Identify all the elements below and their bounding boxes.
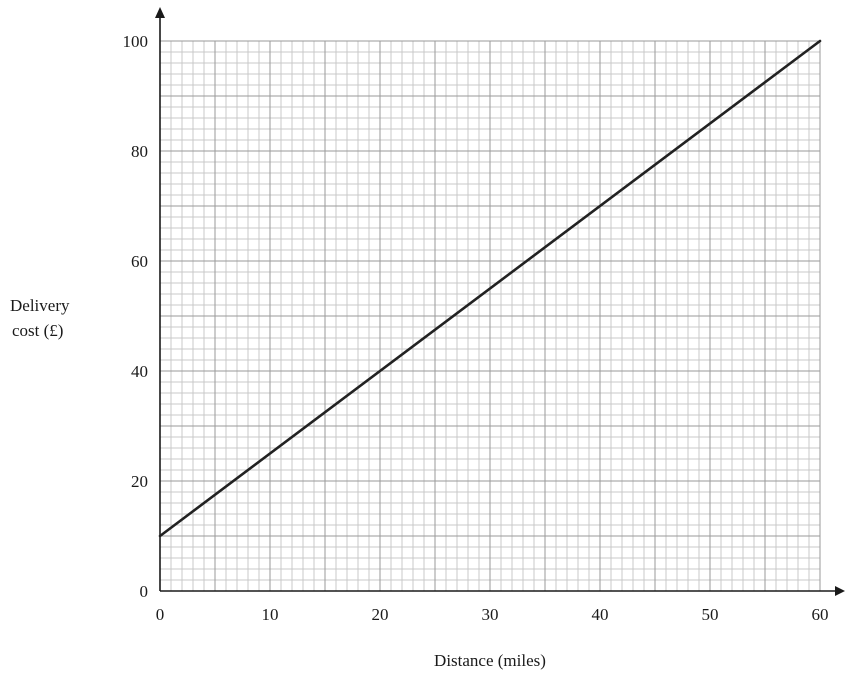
y-axis-title-line-2: cost (£) xyxy=(12,321,63,340)
y-tick-label: 20 xyxy=(131,472,148,491)
x-tick-label: 20 xyxy=(372,605,389,624)
y-axis-arrowhead xyxy=(155,7,165,18)
x-tick-label: 0 xyxy=(156,605,165,624)
y-tick-label: 60 xyxy=(131,252,148,271)
series-line-0 xyxy=(158,39,822,538)
x-tick-label: 40 xyxy=(592,605,609,624)
x-tick-label: 50 xyxy=(702,605,719,624)
x-tick-label: 30 xyxy=(482,605,499,624)
x-axis-title: Distance (miles) xyxy=(434,651,546,670)
axes xyxy=(155,7,845,596)
x-tick-label: 60 xyxy=(812,605,829,624)
y-tick-labels: 0 20 40 60 80 100 xyxy=(123,32,149,601)
x-tick-labels: 0 10 20 30 40 50 60 xyxy=(156,605,829,624)
x-tick-label: 10 xyxy=(262,605,279,624)
series-group xyxy=(158,39,822,538)
y-axis-title-line-1: Delivery xyxy=(10,296,70,315)
y-tick-label: 100 xyxy=(123,32,149,51)
y-tick-label: 0 xyxy=(140,582,149,601)
grid-major xyxy=(159,40,821,592)
y-tick-label: 40 xyxy=(131,362,148,381)
y-tick-label: 80 xyxy=(131,142,148,161)
x-axis-arrowhead xyxy=(835,586,845,596)
